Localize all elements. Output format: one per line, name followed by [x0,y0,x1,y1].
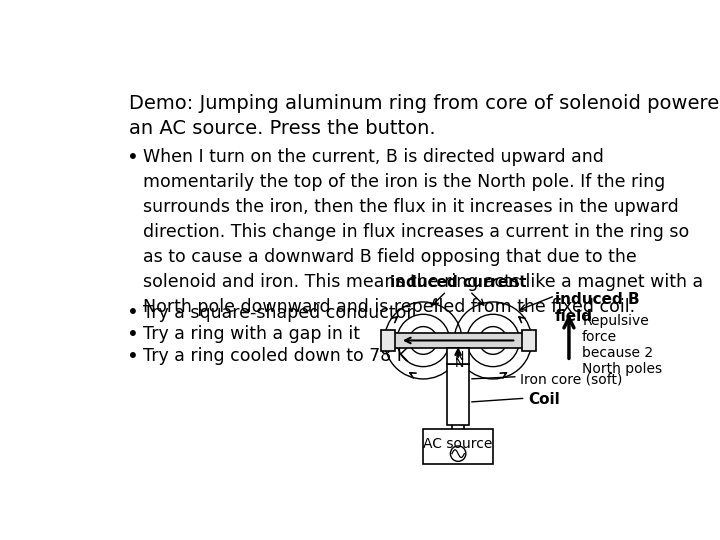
Text: When I turn on the current, B is directed upward and
momentarily the top of the : When I turn on the current, B is directe… [143,148,703,316]
Text: Demo: Jumping aluminum ring from core of solenoid powered by
an AC source. Press: Demo: Jumping aluminum ring from core of… [129,94,720,138]
Text: •: • [127,325,139,344]
Text: Try a square-shaped conductor: Try a square-shaped conductor [143,303,413,321]
Text: induced current: induced current [390,275,526,289]
Text: N: N [455,357,464,370]
Text: induced B
field: induced B field [555,292,639,325]
Text: Try a ring with a gap in it: Try a ring with a gap in it [143,325,360,343]
Text: N: N [455,350,464,363]
FancyBboxPatch shape [381,330,395,351]
Text: •: • [127,347,139,366]
Text: •: • [127,148,139,167]
Text: Try a ring cooled down to 78 K: Try a ring cooled down to 78 K [143,347,408,364]
Text: Repulsive
force
because 2
North poles: Repulsive force because 2 North poles [582,314,662,376]
Text: Coil: Coil [528,392,559,407]
FancyBboxPatch shape [447,348,469,363]
FancyBboxPatch shape [423,429,493,464]
Text: Iron core (soft): Iron core (soft) [520,373,623,387]
FancyBboxPatch shape [392,333,524,348]
Text: •: • [127,303,139,322]
Text: AC source: AC source [423,437,492,451]
FancyBboxPatch shape [522,330,536,351]
FancyBboxPatch shape [447,363,469,425]
